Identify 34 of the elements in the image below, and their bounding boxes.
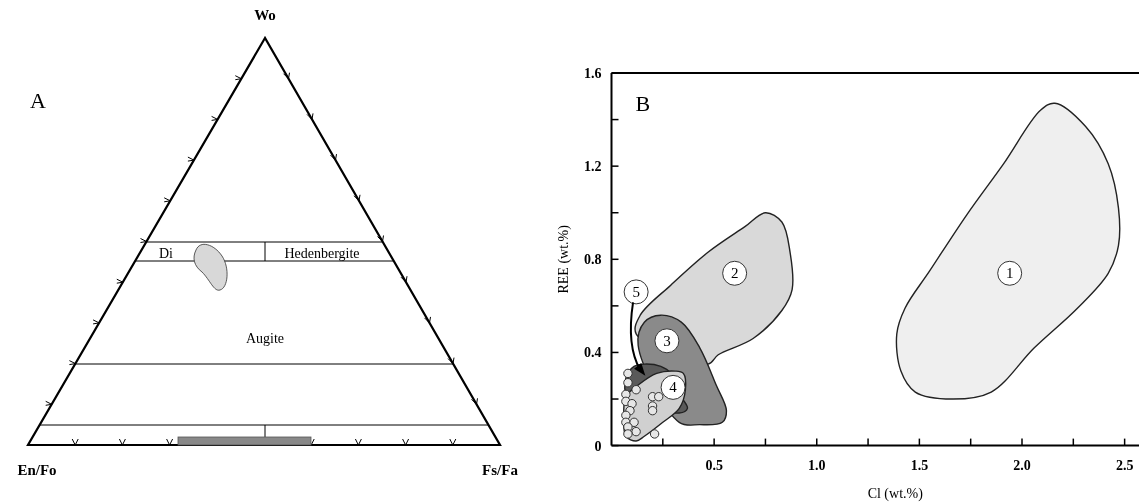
y-tick-label: 1.2 — [584, 159, 602, 175]
x-tick-label: 2.5 — [1115, 457, 1134, 473]
x-tick-label: 0.5 — [705, 457, 723, 473]
annotation: 5 — [632, 283, 640, 300]
text: Augite — [245, 331, 285, 346]
text: Wo — [254, 7, 276, 23]
annotation: 4 — [669, 379, 678, 396]
text: Fs/Fa — [482, 462, 519, 478]
y-axis-title: REE (wt.%) — [555, 224, 572, 294]
x-tick-label: 1.0 — [808, 457, 826, 473]
x-tick-label: 1.5 — [910, 457, 929, 473]
point — [631, 426, 641, 437]
annotation: 2 — [730, 265, 739, 282]
point — [647, 405, 658, 416]
text: En/Fo — [17, 462, 57, 478]
point — [623, 368, 633, 379]
point — [623, 378, 633, 388]
text: B — [635, 91, 651, 116]
point — [623, 429, 633, 439]
text: A — [30, 88, 46, 113]
point — [649, 429, 660, 439]
x-axis-title: Cl (wt.%) — [867, 486, 924, 502]
annotation: 3 — [663, 332, 671, 349]
text: Hedenbergite — [284, 246, 360, 261]
y-tick-label: 1.6 — [584, 66, 602, 81]
y-tick-label: 0.4 — [584, 345, 602, 361]
annotation: 1 — [1005, 265, 1014, 282]
x-tick-label: 2.0 — [1013, 457, 1031, 473]
point — [654, 392, 664, 402]
y-tick-label: 0.8 — [584, 252, 602, 268]
point — [629, 417, 639, 428]
text: Di — [159, 246, 174, 261]
point — [631, 385, 641, 395]
y-tick-label: 0 — [594, 438, 602, 454]
